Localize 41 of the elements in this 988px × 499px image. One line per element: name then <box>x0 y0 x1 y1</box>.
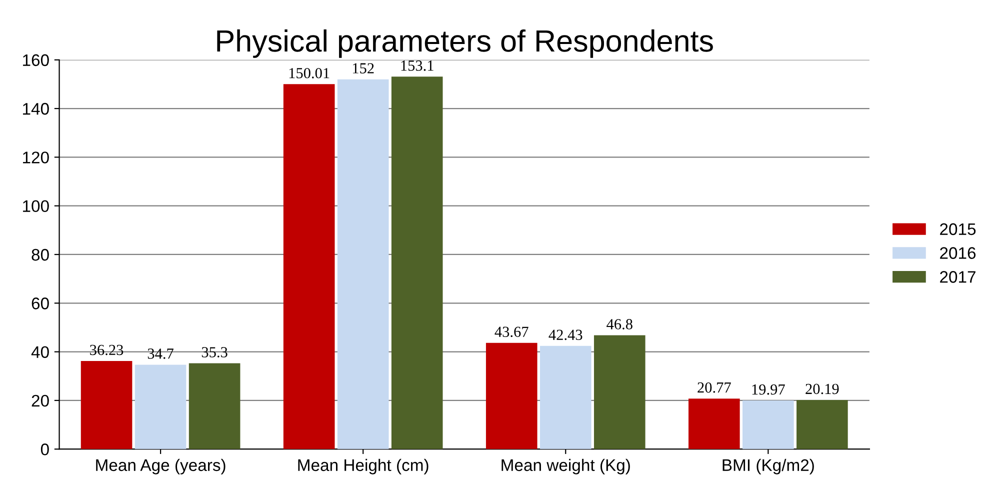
data-label: 152 <box>352 63 374 74</box>
data-label: 34.7 <box>148 348 174 359</box>
x-tick-label: BMI (Kg/m2) <box>722 458 814 474</box>
bar <box>486 342 538 450</box>
bar <box>594 335 646 450</box>
data-label: 35.3 <box>202 347 228 358</box>
bar <box>742 400 794 450</box>
bar <box>688 398 740 450</box>
y-tick-label: 0 <box>40 444 49 456</box>
legend-label: 2015 <box>940 223 976 236</box>
data-label: 153.1 <box>401 60 434 71</box>
y-tick-label: 40 <box>31 346 49 358</box>
y-tick-label: 140 <box>23 102 49 115</box>
y-tick-label: 120 <box>23 152 49 164</box>
data-label: 19.97 <box>752 384 785 395</box>
data-label: 36.23 <box>90 344 124 356</box>
bar <box>188 363 240 450</box>
legend-label: 2016 <box>940 247 976 259</box>
y-tick-label: 20 <box>32 394 49 407</box>
x-tick-label: Mean Height (cm) <box>298 458 428 474</box>
y-tick-label: 100 <box>23 200 49 212</box>
x-tick-label: Mean Age (years) <box>96 458 226 474</box>
data-label: 42.43 <box>548 330 582 340</box>
bar <box>337 79 389 450</box>
data-label: 150.01 <box>289 68 330 78</box>
data-label: 43.67 <box>494 326 528 338</box>
y-tick-label: 160 <box>23 54 49 66</box>
data-label: 20.19 <box>806 384 839 394</box>
bar <box>391 76 443 450</box>
data-label: 20.77 <box>698 382 731 393</box>
bar <box>283 84 335 450</box>
bar <box>80 360 132 450</box>
y-tick-label: 60 <box>32 298 49 310</box>
y-tick-label: 80 <box>32 248 49 261</box>
bar <box>134 364 186 450</box>
bar <box>540 346 592 450</box>
chart-title: Physical parameters of Respondents <box>217 29 713 58</box>
x-tick-label: Mean weight (Kg) <box>502 458 630 474</box>
legend-label: 2017 <box>940 271 976 283</box>
bar <box>796 400 848 450</box>
data-label: 46.8 <box>606 319 632 330</box>
